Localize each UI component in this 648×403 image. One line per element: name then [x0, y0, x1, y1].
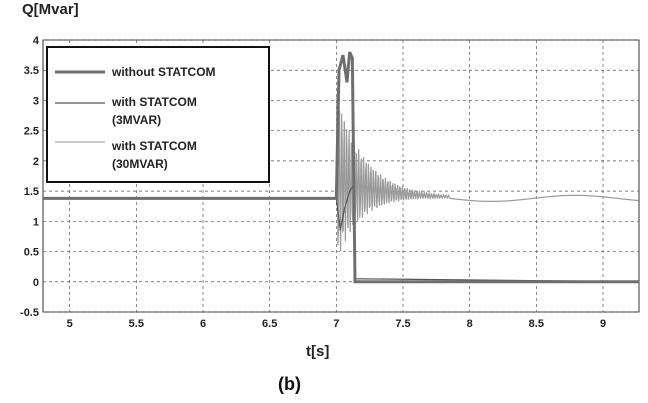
- x-tick-label-6: 8: [467, 318, 473, 330]
- x-tick-label-5: 7.5: [395, 318, 410, 330]
- y-tick-label-7: 0.5: [24, 247, 39, 259]
- y-tick-label-1: 3.5: [24, 65, 39, 77]
- series-30mvar: [43, 95, 639, 252]
- tick-labels: 5 5.5 6 6.5 7 7.5 8 8.5 9 4 3.5 3 2.5 2 1.5 1 0.5 0 -0.5: [20, 35, 606, 330]
- figure-caption: (b): [278, 374, 301, 394]
- legend-label-30mvar-sub: (30MVAR): [112, 157, 168, 171]
- x-axis-label: t[s]: [306, 343, 329, 360]
- x-tick-label-7: 8.5: [529, 318, 544, 330]
- y-tick-label-6: 1: [33, 216, 39, 228]
- y-tick-label-0: 4: [33, 35, 40, 47]
- x-tick-label-4: 7: [333, 318, 339, 330]
- y-tick-label-2: 3: [33, 95, 39, 107]
- x-tick-label-2: 6: [200, 318, 206, 330]
- x-tick-label-0: 5: [67, 318, 73, 330]
- x-tick-label-1: 5.5: [129, 318, 144, 330]
- series-without-statcom: [43, 51, 639, 284]
- y-tick-label-3: 2.5: [24, 126, 39, 138]
- y-tick-label-9: -0.5: [20, 307, 39, 319]
- y-tick-label-5: 1.5: [24, 186, 39, 198]
- series-layer: [43, 51, 640, 284]
- legend-label-3mvar: with STATCOM: [111, 95, 197, 109]
- y-tick-label-4: 2: [33, 156, 39, 168]
- y-tick-label-8: 0: [33, 277, 39, 289]
- legend-label-3mvar-sub: (3MVAR): [112, 113, 161, 127]
- x-tick-label-8: 9: [600, 318, 606, 330]
- legend: without STATCOM with STATCOM (3MVAR) wit…: [46, 46, 270, 183]
- x-tick-label-3: 6.5: [262, 318, 277, 330]
- legend-box: [46, 46, 270, 183]
- legend-label-30mvar: with STATCOM: [111, 139, 197, 153]
- legend-label-without-statcom: without STATCOM: [111, 65, 216, 79]
- y-axis-label: Q[Mvar]: [22, 1, 79, 18]
